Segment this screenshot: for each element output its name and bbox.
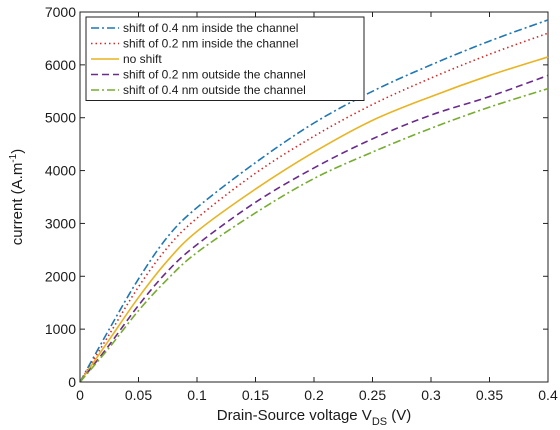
x-tick-label: 0.2 (304, 387, 324, 403)
y-tick-label: 4000 (45, 163, 76, 179)
series-line-4 (79, 74, 549, 383)
legend-box (85, 16, 365, 101)
tick-layer: 0 0.05 0.1 0.15 0.2 0.25 0.3 0.35 0.4 0 1000 2000 30… (45, 4, 558, 403)
plot-area: 0 0.05 0.1 0.15 0.2 0.25 0.3 0.35 0.4 0 1000 2000 30… (45, 4, 558, 403)
svg-text:Drain-Source voltage VDS (V): Drain-Source voltage VDS (V) (217, 407, 412, 428)
y-tick-label: 5000 (45, 110, 76, 126)
legend-entry-5: shift of 0.4 nm outside the channel (123, 83, 306, 97)
y-axis-label-close: ) (9, 149, 26, 154)
x-axis-label-text: Drain-Source voltage V (217, 407, 372, 424)
series-line-5 (79, 87, 549, 383)
y-tick-label: 6000 (45, 57, 76, 73)
legend: shift of 0.4 nm inside the channel shift … (85, 16, 365, 101)
x-tick-label: 0.25 (359, 387, 386, 403)
legend-entry-4: shift of 0.2 nm outside the channel (123, 68, 306, 82)
svg-text:current (A.m-1): current (A.m-1) (8, 149, 26, 245)
x-axis-label-subscript: DS (372, 416, 387, 428)
y-tick-label: 2000 (45, 268, 76, 284)
x-axis-label-unit: (V) (387, 407, 411, 424)
x-tick-label: 0.3 (421, 387, 441, 403)
y-tick-label: 0 (68, 374, 76, 390)
legend-entry-1: shift of 0.4 nm inside the channel (123, 21, 298, 35)
legend-entry-3: no shift (123, 52, 162, 66)
y-axis-label-superscript: -1 (8, 153, 19, 162)
y-axis-label: current (A.m-1) (8, 149, 26, 245)
series-line-2 (79, 32, 549, 383)
y-tick-label: 1000 (45, 321, 76, 337)
y-tick-label: 3000 (45, 215, 76, 231)
x-axis-label: Drain-Source voltage VDS (V) (217, 407, 412, 428)
x-tick-label: 0.35 (476, 387, 503, 403)
x-tick-label: 0.1 (187, 387, 207, 403)
series-line-1 (79, 19, 549, 383)
legend-entry-2: shift of 0.2 nm inside the channel (123, 37, 298, 51)
series-line-3 (79, 56, 549, 383)
x-tick-label: 0.15 (242, 387, 269, 403)
x-tick-label: 0.05 (125, 387, 152, 403)
y-tick-label: 7000 (45, 4, 76, 20)
series-layer (79, 19, 549, 383)
x-tick-label: 0.4 (538, 387, 558, 403)
x-tick-label: 0 (76, 387, 84, 403)
y-axis-label-text: current (A.m (9, 163, 26, 246)
